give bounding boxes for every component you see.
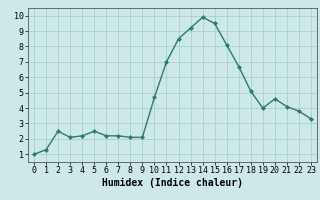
X-axis label: Humidex (Indice chaleur): Humidex (Indice chaleur) xyxy=(102,178,243,188)
